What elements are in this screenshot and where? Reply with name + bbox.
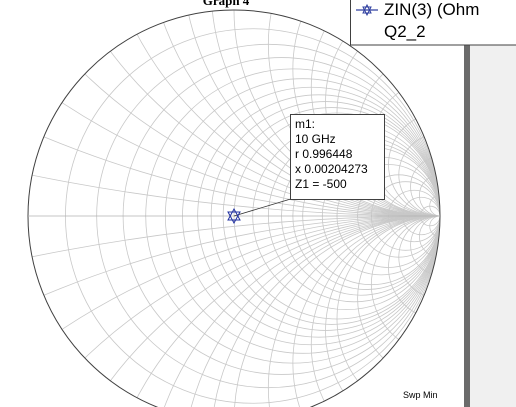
- reactance-arc: [28, 215, 440, 407]
- reactance-arc: [28, 215, 440, 407]
- legend-source: Q2_2: [384, 22, 426, 41]
- marker-line: 10 GHz: [295, 132, 336, 146]
- reactance-arc: [28, 215, 440, 407]
- reactance-arc: [410, 156, 440, 217]
- reactance-arc: [370, 215, 440, 354]
- legend: ZIN(3) (Ohm Q2_2: [350, 0, 516, 46]
- splitter[interactable]: [464, 0, 470, 407]
- legend-box: [350, 0, 516, 46]
- reactance-arc: [429, 215, 440, 238]
- marker-line: Z1 = -500: [295, 177, 347, 191]
- reactance-arc: [357, 215, 440, 382]
- side-panel: [470, 0, 516, 407]
- reactance-arc: [429, 194, 440, 217]
- reactance-arc: [28, 215, 440, 407]
- graph-title: Graph 4: [203, 0, 250, 8]
- marker-box[interactable]: [290, 114, 385, 200]
- marker-leader: [233, 197, 295, 217]
- reactance-arc: [336, 215, 440, 407]
- reactance-arc: [388, 112, 440, 217]
- reactance-arc: [292, 215, 440, 407]
- reactance-arc: [388, 215, 440, 320]
- legend-entry: ZIN(3) (Ohm: [384, 0, 479, 19]
- reactance-arc: [410, 215, 440, 276]
- reactance-arc: [336, 10, 440, 217]
- marker-line: m1:: [295, 117, 315, 131]
- sweep-label: Swp Min: [403, 390, 438, 400]
- marker-line: r 0.996448: [295, 147, 353, 161]
- reactance-arc: [310, 215, 440, 407]
- reactance-arc: [28, 215, 440, 407]
- marker-line: x 0.00204273: [295, 162, 368, 176]
- legend-symbol: [362, 3, 372, 17]
- marker-symbol[interactable]: [227, 207, 241, 225]
- reactance-arc: [310, 10, 440, 217]
- reactance-arc: [292, 10, 440, 217]
